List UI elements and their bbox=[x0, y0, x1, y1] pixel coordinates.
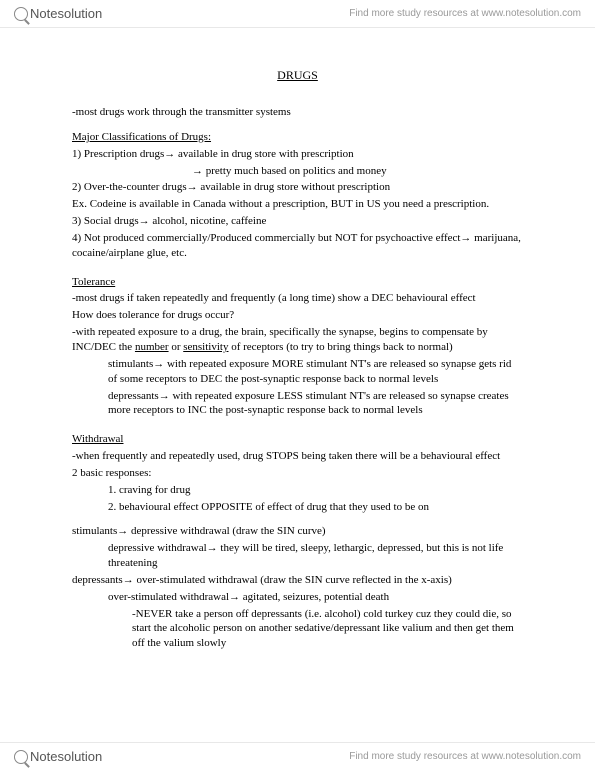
withdrawal-line-1: -when frequently and repeatedly used, dr… bbox=[72, 449, 523, 464]
classifications-heading: Major Classifications of Drugs: bbox=[72, 130, 523, 145]
tolerance-line-3b: or bbox=[169, 341, 184, 353]
footer-logo-text: Notesolution bbox=[30, 749, 102, 764]
tolerance-heading: Tolerance bbox=[72, 275, 523, 290]
logo: Notesolution bbox=[14, 6, 102, 21]
footer-logo: Notesolution bbox=[14, 749, 102, 764]
tolerance-line-2: How does tolerance for drugs occur? bbox=[72, 308, 523, 323]
tolerance-underline-sensitivity: sensitivity bbox=[183, 341, 228, 353]
tolerance-depressants: depressants→ with repeated exposure LESS… bbox=[72, 389, 523, 419]
withdrawal-line-2: 2 basic responses: bbox=[72, 466, 523, 481]
tolerance-line-1: -most drugs if taken repeatedly and freq… bbox=[72, 291, 523, 306]
class-item-1b: → pretty much based on politics and mone… bbox=[72, 164, 523, 179]
header-tagline: Find more study resources at www.notesol… bbox=[349, 8, 581, 19]
logo-mark-icon bbox=[14, 7, 28, 21]
class-item-1a: 1) Prescription drugs→ available in drug… bbox=[72, 147, 523, 162]
document-body: DRUGS -most drugs work through the trans… bbox=[0, 28, 595, 713]
tolerance-line-3c: of receptors (to try to bring things bac… bbox=[228, 341, 452, 353]
intro-line: -most drugs work through the transmitter… bbox=[72, 105, 523, 120]
class-item-4: 4) Not produced commercially/Produced co… bbox=[72, 231, 523, 261]
withdrawal-dep-1: depressants→ over-stimulated withdrawal … bbox=[72, 573, 523, 588]
tolerance-line-3: -with repeated exposure to a drug, the b… bbox=[72, 325, 523, 355]
tolerance-stimulants: stimulants→ with repeated exposure MORE … bbox=[72, 357, 523, 387]
withdrawal-heading: Withdrawal bbox=[72, 432, 523, 447]
withdrawal-dep-3: -NEVER take a person off depressants (i.… bbox=[72, 607, 523, 652]
withdrawal-dep-2: over-stimulated withdrawal→ agitated, se… bbox=[72, 590, 523, 605]
header-bar: Notesolution Find more study resources a… bbox=[0, 0, 595, 28]
footer-logo-mark-icon bbox=[14, 750, 28, 764]
footer-bar: Notesolution Find more study resources a… bbox=[0, 742, 595, 770]
withdrawal-response-2: 2. behavioural effect OPPOSITE of effect… bbox=[72, 500, 523, 515]
class-item-2-example: Ex. Codeine is available in Canada witho… bbox=[72, 197, 523, 212]
withdrawal-stim-1: stimulants→ depressive withdrawal (draw … bbox=[72, 524, 523, 539]
withdrawal-response-1: 1. craving for drug bbox=[72, 483, 523, 498]
footer-tagline: Find more study resources at www.notesol… bbox=[349, 751, 581, 762]
class-item-3: 3) Social drugs→ alcohol, nicotine, caff… bbox=[72, 214, 523, 229]
withdrawal-stim-2: depressive withdrawal→ they will be tire… bbox=[72, 541, 523, 571]
page-title: DRUGS bbox=[72, 68, 523, 83]
tolerance-underline-number: number bbox=[135, 341, 169, 353]
class-item-2: 2) Over-the-counter drugs→ available in … bbox=[72, 180, 523, 195]
logo-text: Notesolution bbox=[30, 6, 102, 21]
